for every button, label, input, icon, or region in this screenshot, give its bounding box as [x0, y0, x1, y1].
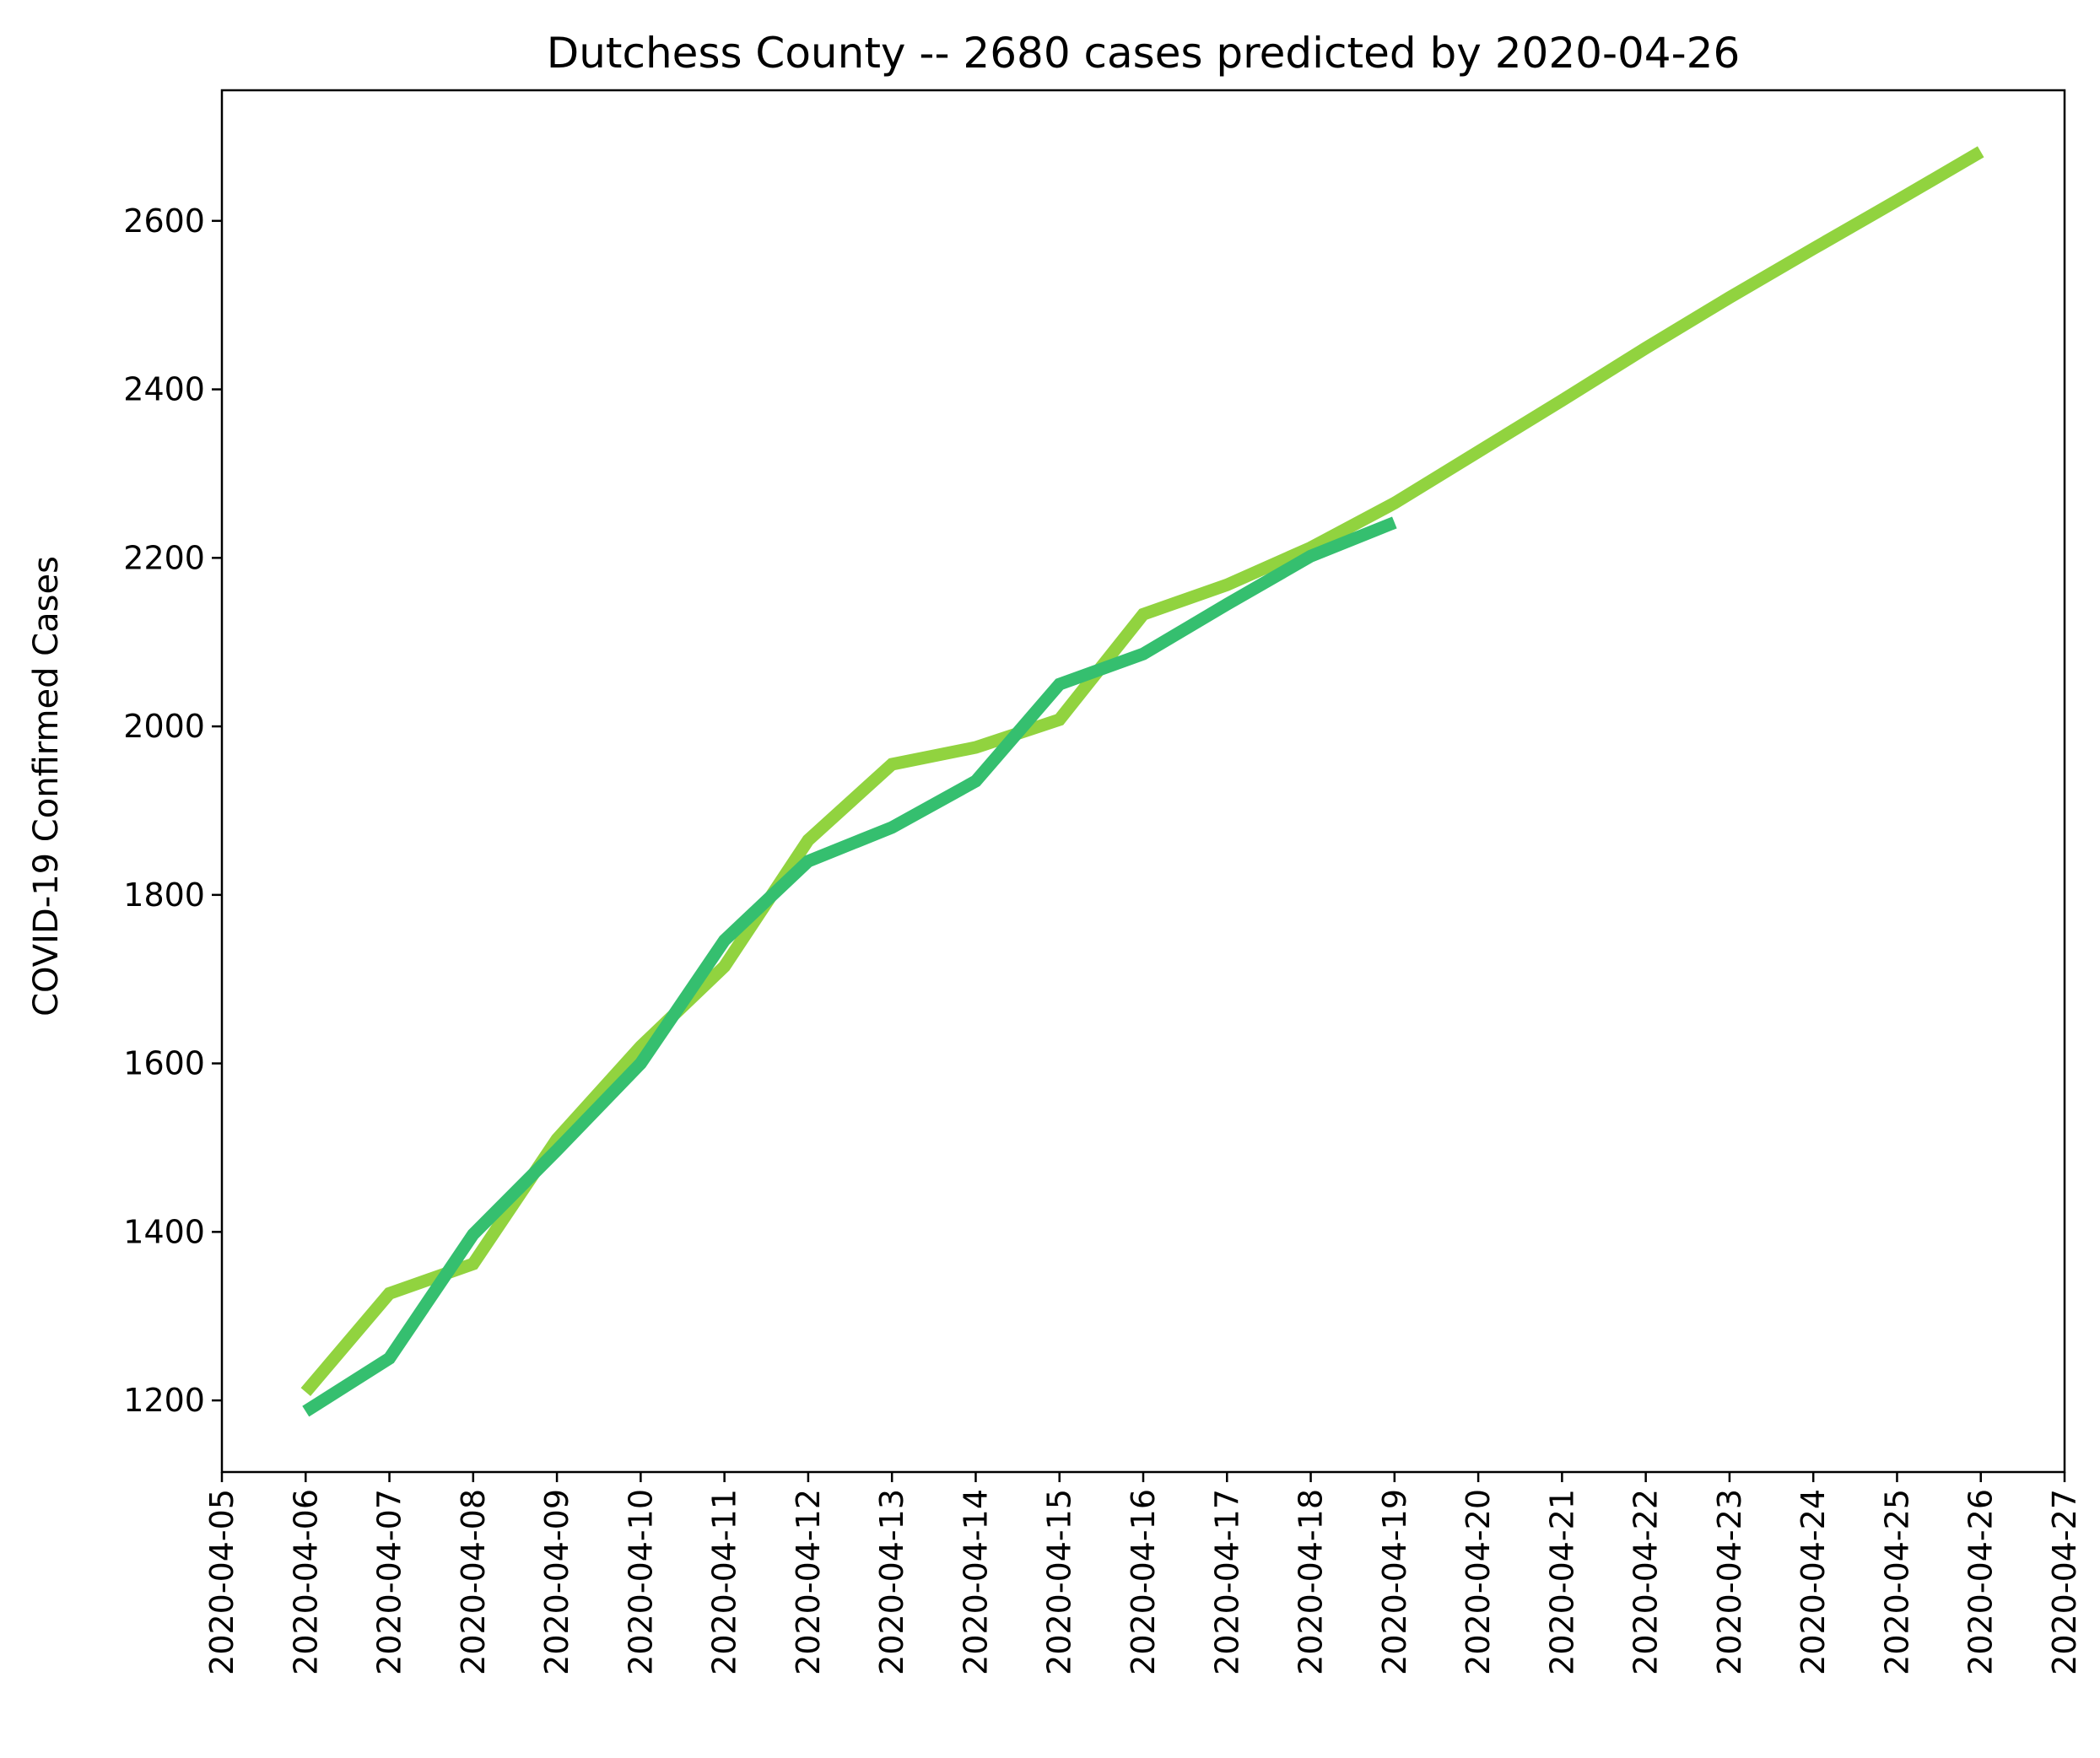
x-tick-label: 2020-04-16 — [1125, 1489, 1162, 1675]
series-line-2 — [302, 516, 1397, 1417]
x-tick-label: 2020-04-21 — [1543, 1489, 1580, 1675]
x-axis: 2020-04-05 2020-04-06 2020-04-07 2020-04-08… — [203, 1472, 2083, 1675]
x-tick-label: 2020-04-27 — [2046, 1489, 2083, 1675]
x-tick-label: 2020-04-22 — [1628, 1489, 1665, 1675]
x-tick-label: 2020-04-15 — [1041, 1489, 1078, 1675]
series-layer — [300, 146, 1984, 1417]
y-tick-label: 1600 — [123, 1045, 205, 1082]
y-tick-label: 2000 — [123, 708, 205, 745]
x-tick-label: 2020-04-23 — [1711, 1489, 1748, 1675]
y-tick-label: 1800 — [123, 876, 205, 914]
plot-frame — [220, 89, 2066, 1474]
series-line-1 — [300, 146, 1984, 1396]
x-tick-label: 2020-04-26 — [1962, 1489, 2000, 1675]
x-tick-label: 2020-04-13 — [873, 1489, 910, 1675]
x-tick-label: 2020-04-11 — [706, 1489, 743, 1675]
x-tick-label: 2020-04-19 — [1376, 1489, 1413, 1675]
y-tick-label: 1400 — [123, 1213, 205, 1250]
x-tick-label: 2020-04-10 — [622, 1489, 659, 1675]
x-tick-label: 2020-04-12 — [790, 1489, 827, 1675]
x-tick-label: 2020-04-06 — [287, 1489, 324, 1675]
x-tick-label: 2020-04-05 — [203, 1489, 240, 1675]
x-tick-label: 2020-04-18 — [1293, 1489, 1330, 1675]
y-axis: 1200 1400 1600 1800 2000 2200 2400 2600 — [123, 202, 222, 1419]
x-tick-label: 2020-04-14 — [958, 1489, 995, 1675]
x-tick-label: 2020-04-08 — [455, 1489, 492, 1675]
x-tick-label: 2020-04-17 — [1208, 1489, 1245, 1675]
chart-title: Dutchess County -- 2680 cases predicted … — [547, 29, 1741, 78]
x-tick-label: 2020-04-25 — [1879, 1489, 1916, 1675]
y-tick-label: 1200 — [123, 1382, 205, 1419]
x-tick-label: 2020-04-24 — [1795, 1489, 1832, 1675]
x-tick-label: 2020-04-09 — [538, 1489, 575, 1675]
x-tick-label: 2020-04-07 — [371, 1489, 408, 1675]
y-tick-label: 2400 — [123, 371, 205, 408]
y-tick-label: 2200 — [123, 539, 205, 576]
y-tick-label: 2600 — [123, 202, 205, 240]
y-axis-label: COVID-19 Confirmed Cases — [27, 556, 66, 1017]
x-tick-label: 2020-04-20 — [1460, 1489, 1497, 1675]
